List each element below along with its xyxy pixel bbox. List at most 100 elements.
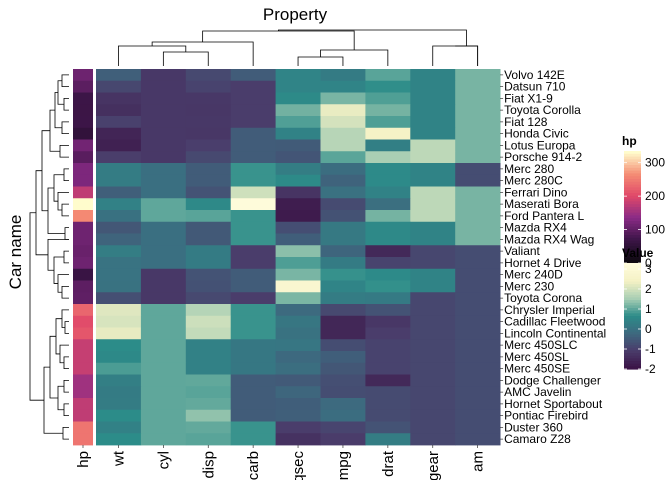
heatmap-cell — [410, 386, 456, 399]
legend-swatch — [624, 240, 641, 244]
heatmap-cell — [230, 421, 276, 434]
heatmap-cell — [455, 268, 501, 281]
heatmap-cell — [230, 233, 276, 246]
heatmap-cells — [96, 69, 501, 446]
legend-swatch — [624, 243, 641, 247]
heatmap-cell — [96, 163, 142, 176]
heatmap-cell — [140, 210, 187, 223]
legend-swatch — [624, 305, 641, 309]
row-label: Duster 360 — [504, 420, 563, 434]
heatmap-cell — [140, 69, 187, 82]
heatmap-cell — [455, 186, 501, 199]
heatmap-cell — [185, 362, 232, 375]
heatmap-cell — [275, 92, 321, 105]
legend-swatch — [624, 170, 641, 174]
heatmap-cell — [96, 433, 142, 446]
heatmap-cell — [275, 104, 321, 117]
heatmap-cell — [275, 339, 321, 352]
heatmap-cell — [140, 245, 187, 258]
legend-swatch — [624, 339, 641, 344]
heatmap-cell — [455, 198, 501, 211]
hp-cell — [73, 398, 93, 411]
heatmap-cell — [185, 221, 232, 234]
heatmap-cell — [140, 421, 187, 434]
heatmap-cell — [230, 339, 276, 352]
heatmap-cell — [185, 127, 232, 140]
legend-swatch — [624, 318, 641, 322]
legend-swatch — [624, 193, 641, 197]
legend-swatch — [624, 184, 641, 188]
heatmap-cell — [410, 374, 456, 387]
heatmap-cell — [140, 292, 187, 305]
heatmap-cell — [230, 139, 276, 152]
legend-swatch — [624, 337, 641, 341]
hp-cell — [73, 92, 93, 105]
legend-swatch — [624, 209, 641, 214]
heatmap-cell — [230, 409, 276, 422]
legend-tick-label: -1 — [645, 342, 656, 356]
heatmap-cell — [455, 339, 501, 352]
heatmap-cell — [410, 292, 456, 305]
heatmap-cell — [185, 327, 232, 340]
heatmap-cell — [185, 374, 232, 387]
heatmap-cell — [230, 116, 276, 129]
row-label: Mazda RX4 Wag — [504, 232, 594, 246]
heatmap-cell — [140, 116, 187, 129]
heatmap-cell — [230, 374, 276, 387]
heatmap-cell — [410, 104, 456, 117]
legend-swatch — [624, 167, 641, 172]
heatmap-cell — [320, 210, 366, 223]
heatmap-cell — [455, 315, 501, 328]
heatmap-cell — [185, 92, 232, 105]
legend-swatch — [624, 229, 641, 233]
heatmap-cell — [275, 198, 321, 211]
row-label: Ferrari Dino — [504, 185, 568, 199]
legend-swatch — [624, 281, 641, 285]
legend-swatch — [624, 334, 641, 338]
hp-cell — [73, 80, 93, 93]
heatmap-cell — [185, 245, 232, 258]
legend-swatch — [624, 232, 641, 236]
heatmap-cell — [320, 304, 366, 317]
heatmap-cell — [275, 351, 321, 364]
heatmap-cell — [410, 409, 456, 422]
heatmap-cell — [96, 245, 142, 258]
row-label: Honda Civic — [504, 127, 569, 141]
heatmap-cell — [185, 233, 232, 246]
heatmap-cell — [185, 151, 232, 164]
heatmap-cell — [230, 433, 276, 446]
heatmap-cell — [320, 362, 366, 375]
legend-swatch — [624, 249, 641, 253]
heatmap-cell — [455, 104, 501, 117]
heatmap-cell — [455, 116, 501, 129]
heatmap-cell — [275, 386, 321, 399]
heatmap-cell — [410, 268, 456, 281]
hp-cell — [73, 69, 93, 82]
row-label: Mazda RX4 — [504, 221, 567, 235]
legend-swatch — [624, 198, 641, 202]
heatmap-cell — [365, 127, 411, 140]
row-label: Valiant — [504, 244, 540, 258]
heatmap-cell — [96, 362, 142, 375]
hp-cell — [73, 339, 93, 352]
heatmap-cell — [185, 186, 232, 199]
legend-swatch — [624, 153, 641, 158]
column-label: hp — [75, 451, 92, 468]
heatmap-cell — [455, 127, 501, 140]
legend-swatch — [624, 286, 641, 291]
legend-swatch — [624, 257, 641, 261]
heatmap-cell — [230, 351, 276, 364]
legend-swatch — [624, 297, 641, 301]
heatmap-cell — [96, 174, 142, 187]
heatmap-cell — [140, 233, 187, 246]
legend-swatch — [624, 313, 641, 317]
column-label: gear — [425, 451, 442, 480]
heatmap-cell — [185, 339, 232, 352]
heatmap-cell — [96, 139, 142, 152]
heatmap-cell — [320, 139, 366, 152]
heatmap-cell — [320, 116, 366, 129]
heatmap-cell — [410, 398, 456, 411]
heatmap-cell — [365, 268, 411, 281]
legend-tick-label: 1 — [645, 302, 652, 316]
row-label: Chrysler Imperial — [504, 303, 595, 317]
